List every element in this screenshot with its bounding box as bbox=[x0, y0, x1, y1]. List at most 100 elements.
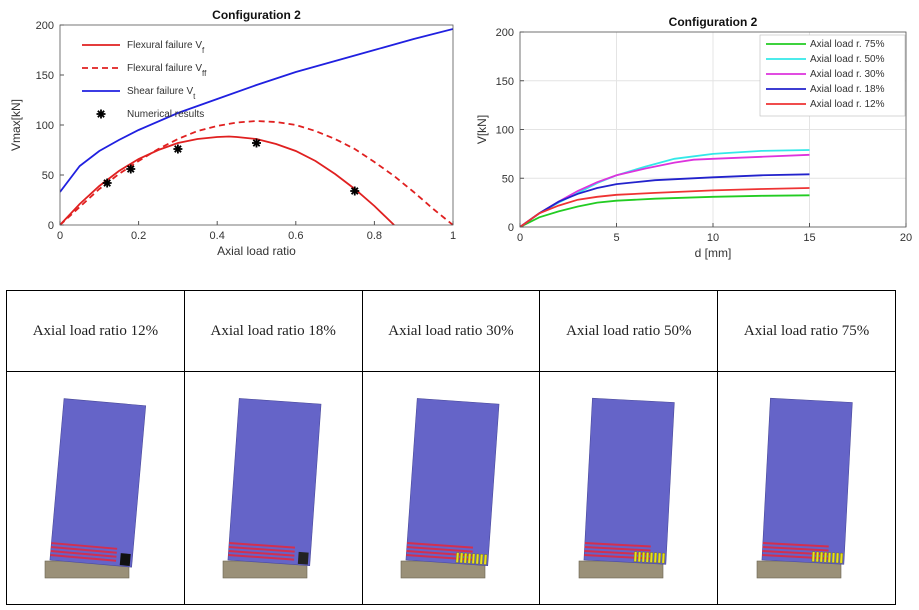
y-tick-label: 150 bbox=[36, 70, 54, 82]
crush-stripe bbox=[479, 554, 484, 565]
wall-group bbox=[227, 398, 322, 567]
asterisk-stroke bbox=[174, 145, 182, 153]
series-line-3 bbox=[520, 173, 810, 227]
wall-panel bbox=[227, 398, 322, 567]
crush-stripe bbox=[811, 551, 815, 562]
simulation-cell bbox=[183, 371, 363, 605]
x-tick-label: 15 bbox=[803, 232, 815, 244]
chart-title: Configuration 2 bbox=[212, 8, 301, 22]
simulation-cell bbox=[539, 371, 719, 605]
crush-stripe bbox=[835, 552, 839, 564]
crack-band bbox=[228, 554, 295, 561]
crush-stripe bbox=[467, 553, 472, 564]
header-cell: Axial load ratio 50% bbox=[539, 290, 719, 372]
crush-stripe bbox=[483, 554, 488, 565]
header-cell: Axial load ratio 18% bbox=[183, 290, 363, 372]
y-tick-label: 50 bbox=[42, 170, 54, 182]
legend-label: Flexural failure Vf bbox=[127, 40, 205, 55]
legend-label: Axial load r. 75% bbox=[810, 39, 885, 50]
crush-stripe bbox=[827, 552, 831, 563]
crack-band bbox=[762, 546, 829, 552]
legend-subscript: f bbox=[202, 46, 205, 55]
legend-marker bbox=[96, 109, 106, 119]
crushed-toe bbox=[298, 551, 309, 565]
crush-stripe bbox=[649, 552, 653, 563]
data-point-numerical-result bbox=[252, 138, 261, 148]
crack-band bbox=[51, 542, 118, 550]
legend-subscript: ff bbox=[202, 69, 207, 78]
header-cell: Axial load ratio 30% bbox=[361, 290, 541, 372]
series-line-2 bbox=[520, 153, 810, 227]
crush-stripe bbox=[641, 551, 645, 563]
legend-label: Shear failure Vt bbox=[127, 86, 196, 101]
wall-panel bbox=[583, 397, 675, 565]
simulation-cell bbox=[361, 371, 541, 605]
y-tick-label: 50 bbox=[502, 173, 514, 185]
crack-band bbox=[584, 550, 651, 556]
y-tick-label: 150 bbox=[496, 76, 514, 88]
fem-snapshot bbox=[756, 397, 853, 579]
x-tick-label: 20 bbox=[900, 232, 912, 244]
crack-band bbox=[406, 550, 473, 557]
crush-stripe bbox=[653, 552, 657, 563]
crack-band bbox=[762, 542, 829, 548]
crush-stripe bbox=[475, 553, 480, 565]
wall-group bbox=[761, 397, 853, 565]
table-image-row bbox=[6, 371, 896, 605]
crush-stripe bbox=[831, 552, 835, 563]
x-axis-label: d [mm] bbox=[695, 246, 732, 260]
crush-stripe bbox=[471, 553, 476, 564]
crack-band bbox=[584, 546, 651, 552]
table-header-row: Axial load ratio 12% Axial load ratio 18… bbox=[6, 290, 896, 372]
x-tick-label: 10 bbox=[707, 232, 719, 244]
x-tick-label: 0.6 bbox=[288, 230, 303, 242]
legend-label: Axial load r. 30% bbox=[810, 69, 885, 80]
crack-band bbox=[584, 542, 651, 548]
fem-snapshot bbox=[45, 398, 147, 579]
crush-stripe bbox=[823, 552, 827, 563]
crushed-toe bbox=[120, 553, 132, 566]
wall-group bbox=[49, 398, 147, 568]
plot-frame bbox=[59, 24, 454, 226]
crack-band bbox=[583, 554, 650, 560]
data-point-numerical-result bbox=[102, 178, 112, 188]
asterisk-stroke bbox=[126, 165, 135, 173]
x-tick-label: 0.8 bbox=[367, 230, 382, 242]
crush-stripe bbox=[459, 552, 464, 564]
legend-label: Flexural failure Vff bbox=[127, 63, 207, 78]
y-axis-label: V[kN] bbox=[475, 115, 489, 144]
crack-band bbox=[406, 546, 473, 553]
x-tick-label: 0.4 bbox=[210, 230, 225, 242]
crack-band bbox=[51, 546, 118, 554]
crack-band bbox=[50, 554, 117, 562]
crack-band bbox=[761, 554, 828, 560]
fem-snapshot bbox=[400, 398, 500, 579]
crack-band bbox=[407, 542, 474, 549]
data-point-numerical-result bbox=[173, 144, 183, 154]
asterisk-stroke bbox=[252, 139, 261, 147]
simulation-cell bbox=[6, 371, 185, 605]
series-line-0 bbox=[520, 194, 810, 227]
legend-subscript: t bbox=[193, 92, 196, 101]
chart-title: Configuration 2 bbox=[669, 15, 758, 29]
wall-panel bbox=[405, 398, 500, 567]
crush-stripe bbox=[819, 551, 823, 563]
wall-panel bbox=[49, 398, 147, 568]
legend-box bbox=[759, 34, 906, 117]
x-tick-label: 0 bbox=[517, 232, 523, 244]
crush-stripe bbox=[455, 552, 460, 563]
simulation-cell bbox=[717, 371, 896, 605]
crush-stripe bbox=[815, 551, 819, 563]
series-line-2 bbox=[60, 28, 453, 193]
legend-label: Axial load r. 18% bbox=[810, 84, 885, 95]
data-point-numerical-result bbox=[126, 164, 136, 174]
y-tick-label: 100 bbox=[496, 125, 514, 137]
series-line-4 bbox=[520, 187, 810, 227]
chart-vmax-vs-axial-load: 0 0.2 0.4 0.6 0.8 1 0 50 100 150 200 Configuration … bbox=[9, 8, 456, 258]
crush-stripe bbox=[637, 551, 641, 563]
asterisk-stroke bbox=[97, 110, 105, 118]
y-tick-label: 200 bbox=[36, 20, 54, 32]
legend-label: Axial load r. 12% bbox=[810, 99, 885, 110]
asterisk-stroke bbox=[350, 187, 359, 195]
x-tick-label: 1 bbox=[450, 230, 456, 242]
